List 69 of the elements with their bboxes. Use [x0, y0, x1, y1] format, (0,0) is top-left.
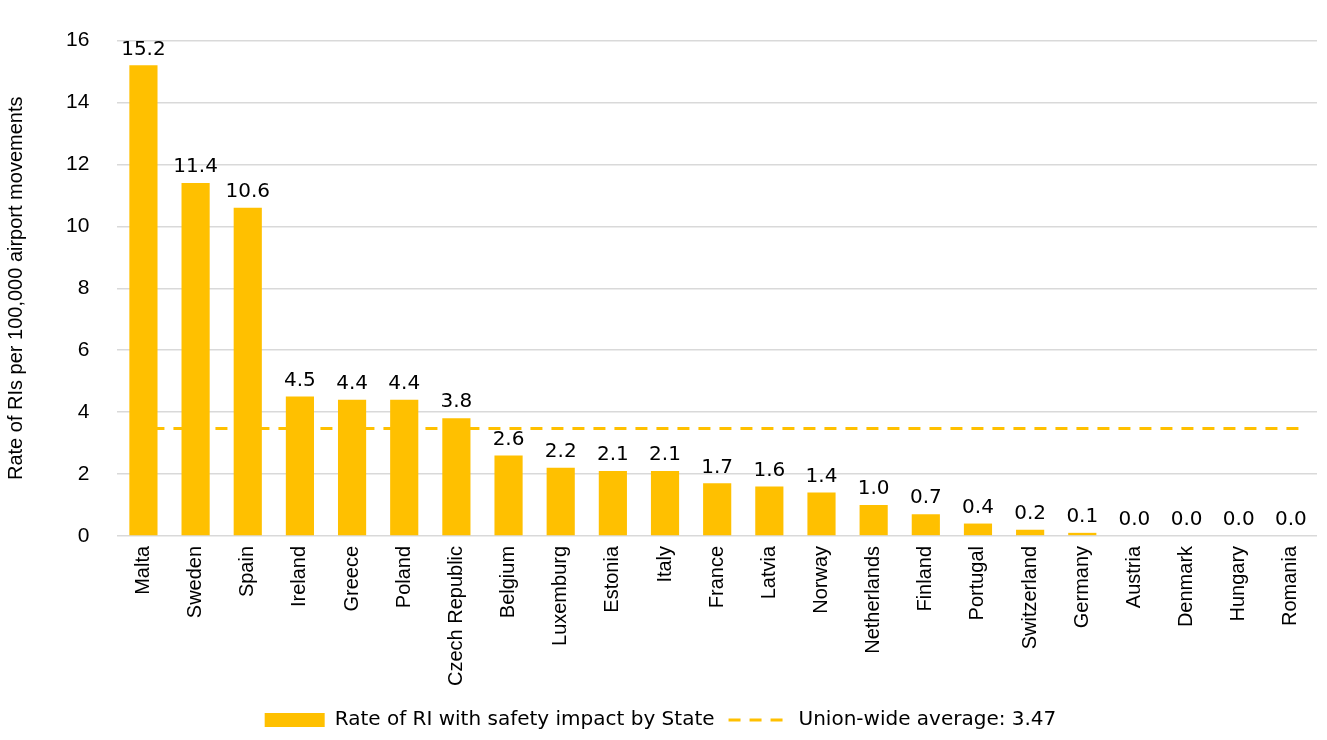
data-label: 11.4 [173, 153, 218, 178]
data-label: 0.0 [1118, 506, 1151, 531]
x-tick-label: Latvia [756, 545, 779, 600]
data-label: 4.4 [336, 369, 368, 394]
data-label: 0.4 [962, 493, 994, 518]
data-label: 10.6 [225, 177, 271, 202]
data-label: 1.0 [857, 475, 890, 500]
x-tick-label: Sweden [183, 545, 206, 619]
data-label: 2.1 [596, 441, 629, 466]
data-label: 1.7 [701, 453, 734, 478]
x-tick-label: Denmark [1174, 544, 1197, 628]
data-label: 0.2 [1014, 499, 1047, 524]
y-tick-label: 10 [66, 213, 90, 237]
y-axis-title: Rate of RIs per 100,000 airport movements [3, 96, 26, 481]
x-tick-label: Belgium [496, 545, 519, 619]
y-tick-label: 14 [66, 89, 90, 113]
x-tick-label: Ireland [287, 545, 310, 608]
y-tick-label: 0 [77, 522, 90, 546]
y-tick-label: 8 [77, 275, 90, 299]
x-tick-label: Malta [130, 545, 153, 595]
data-label: 2.6 [492, 425, 525, 450]
bar [963, 523, 993, 536]
bar [703, 483, 732, 536]
x-tick-label: Greece [339, 545, 362, 612]
bar [911, 514, 940, 536]
x-tick-label: Romania [1278, 545, 1301, 626]
x-tick-label: Netherlands [861, 545, 884, 654]
data-label: 3.8 [440, 388, 473, 413]
y-tick-label: 12 [66, 151, 90, 175]
data-label: 2.1 [649, 441, 681, 466]
x-tick-label: France [704, 545, 727, 609]
bar [1016, 529, 1045, 536]
bar [755, 486, 784, 536]
x-tick-label: Switzerland [1017, 545, 1040, 650]
bar [807, 492, 836, 536]
data-label: 1.4 [805, 462, 838, 487]
legend-label: Union-wide average: 3.47 [798, 706, 1057, 731]
data-label: 0.0 [1222, 506, 1255, 531]
x-tick-label: Poland [391, 545, 414, 609]
data-label: 4.4 [388, 369, 421, 394]
legend-label: Rate of RI with safety impact by State [334, 706, 715, 731]
data-label: 1.6 [753, 456, 786, 481]
y-tick-label: 16 [66, 27, 90, 51]
data-label: 0.0 [1170, 506, 1203, 531]
x-tick-label: Italy [652, 545, 675, 583]
x-tick-label: Austria [1121, 545, 1144, 609]
bar [546, 467, 575, 536]
bar [494, 455, 523, 536]
x-tick-label: Germany [1069, 545, 1092, 629]
data-label: 0.0 [1275, 506, 1307, 531]
x-tick-label: Spain [235, 545, 258, 598]
x-tick-label: Hungary [1226, 545, 1249, 622]
x-tick-label: Norway [809, 545, 832, 614]
x-tick-label: Czech Republic [443, 545, 466, 687]
data-label: 0.1 [1066, 503, 1099, 528]
bar [859, 504, 888, 536]
y-tick-label: 2 [77, 460, 90, 484]
data-label: 0.7 [909, 484, 942, 509]
x-tick-label: Estonia [600, 545, 623, 613]
x-tick-label: Portugal [965, 545, 988, 621]
data-label: 15.2 [121, 35, 166, 60]
bar [650, 470, 680, 536]
data-label: 4.5 [284, 366, 316, 391]
x-tick-label: Finland [913, 545, 936, 612]
y-tick-label: 4 [77, 398, 90, 422]
data-label: 2.2 [544, 438, 577, 463]
bar [598, 470, 627, 536]
y-tick-label: 6 [77, 336, 90, 360]
x-tick-label: Luxemburg [548, 545, 571, 646]
